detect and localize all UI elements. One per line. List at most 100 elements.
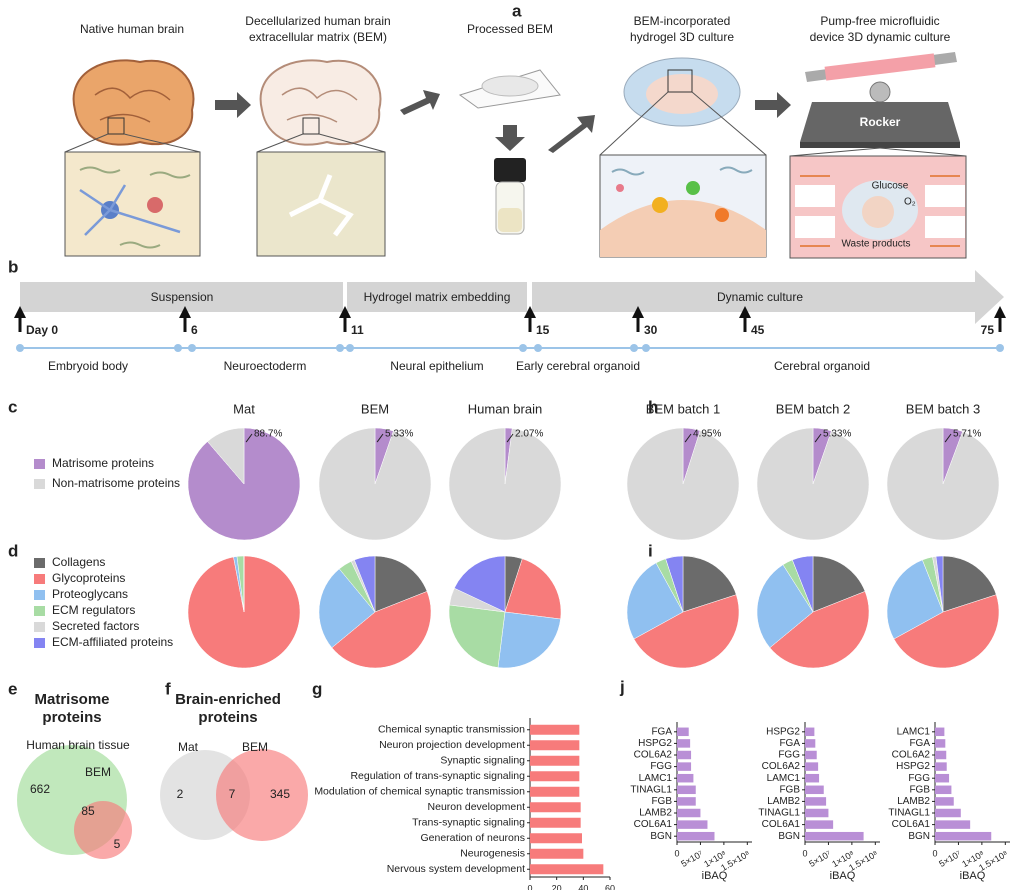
- category-label: FGA: [651, 726, 672, 737]
- bar: [935, 762, 947, 771]
- category-label: Regulation of trans-synaptic signaling: [350, 770, 525, 782]
- legend-swatch: [34, 622, 45, 632]
- bar: [805, 750, 817, 760]
- stage-label: Cerebral organoid: [774, 359, 870, 373]
- organoid: [862, 196, 894, 228]
- rocker-label: Rocker: [860, 115, 901, 129]
- category-label: Neurogenesis: [460, 848, 525, 860]
- pie-value-label: 5.33%: [823, 429, 851, 440]
- stage-label: Early cerebral organoid: [516, 359, 640, 373]
- brain-folds: [94, 87, 171, 123]
- arrow: [400, 90, 440, 115]
- bar: [677, 785, 696, 795]
- bar: [530, 864, 604, 875]
- day-arrow: [739, 306, 751, 332]
- pie-slice: [756, 427, 870, 541]
- category-label: FGB: [909, 784, 930, 795]
- timeline-dot: [174, 344, 182, 352]
- fibers: [79, 166, 191, 249]
- stage-label: Embryoid body: [48, 359, 128, 373]
- day-label: 75: [981, 323, 995, 337]
- bar: [805, 820, 834, 829]
- panel-label: c: [8, 397, 17, 416]
- legend-swatch: [34, 479, 45, 489]
- category-label: LAMC1: [639, 773, 673, 784]
- zoom-line: [64, 133, 109, 153]
- timeline-dot: [188, 344, 196, 352]
- category-label: Nervous system development: [387, 863, 525, 875]
- panel-b-art: [20, 270, 1004, 349]
- bar: [677, 797, 696, 806]
- pie-slice: [769, 591, 870, 669]
- day-label: 6: [191, 323, 198, 337]
- arrow: [548, 115, 595, 153]
- brain-illustration: [259, 59, 382, 146]
- day-arrow: [994, 306, 1006, 332]
- flow-arrows: [800, 175, 960, 247]
- pie-title: Mat: [233, 401, 255, 416]
- pie-slice: [453, 555, 506, 613]
- zoom-line: [789, 147, 881, 157]
- waste-label: Waste products: [841, 239, 910, 250]
- panel-label: a: [512, 1, 522, 20]
- protein: [686, 181, 700, 195]
- timeline-dot: [642, 344, 650, 352]
- day-label: 45: [751, 323, 765, 337]
- pie-slice: [682, 555, 737, 613]
- venn-set: [216, 749, 308, 841]
- x-tick-label: 0: [527, 883, 532, 890]
- venn-count: 85: [81, 804, 95, 818]
- step-title: hydrogel 3D culture: [630, 30, 734, 44]
- bar: [935, 750, 947, 760]
- protein: [616, 184, 624, 192]
- venn-title: proteins: [198, 709, 257, 726]
- day-label: 30: [644, 323, 658, 337]
- x-tick-label: 5×10⁷: [807, 849, 832, 869]
- step-title: Native human brain: [80, 22, 184, 36]
- bar: [935, 797, 954, 806]
- bar: [530, 802, 581, 813]
- channel-wall: [795, 185, 835, 207]
- label-pointer: [814, 433, 822, 443]
- pie-slice: [812, 555, 866, 613]
- bar: [805, 727, 815, 737]
- vial-cap: [494, 158, 526, 182]
- venn-set: [74, 801, 132, 859]
- pie-slice: [318, 568, 376, 649]
- day-arrow: [632, 306, 644, 332]
- bar: [530, 771, 580, 782]
- pie-title: BEM: [361, 401, 389, 416]
- fibers: [611, 166, 753, 176]
- phase-label: Dynamic culture: [717, 290, 803, 304]
- legend-label: Collagens: [52, 555, 105, 569]
- category-label: Trans-synaptic signaling: [412, 817, 525, 829]
- legend-swatch: [34, 606, 45, 616]
- step-title: extracellular matrix (BEM): [249, 30, 387, 44]
- pie-slice: [633, 594, 740, 669]
- phase-bar: [347, 282, 527, 312]
- pie-value-label: 88.7%: [254, 429, 282, 440]
- category-label: HSPG2: [766, 726, 800, 737]
- legend-label: ECM regulators: [52, 603, 135, 617]
- stage-label: Neuroectoderm: [224, 359, 307, 373]
- category-label: COL6A2: [762, 761, 801, 772]
- chip: [824, 53, 936, 81]
- panel-label: g: [312, 679, 322, 698]
- x-axis-label: iBAQ: [830, 870, 856, 882]
- pie-slice: [942, 555, 997, 613]
- category-label: FGG: [650, 761, 672, 772]
- label-pointer: [506, 433, 514, 443]
- legend-label: Non-matrisome proteins: [52, 476, 180, 490]
- category-label: Chemical synaptic transmission: [378, 724, 525, 736]
- matrix-box: [256, 151, 386, 257]
- bar: [935, 739, 946, 748]
- category-label: COL6A1: [634, 819, 673, 830]
- pie-slice: [374, 555, 428, 613]
- rocker-foot: [800, 142, 960, 148]
- pivot: [869, 81, 891, 103]
- pie-title: BEM batch 3: [906, 401, 980, 416]
- panel-label: h: [648, 397, 658, 416]
- bar: [805, 831, 864, 841]
- bar: [805, 739, 816, 748]
- day-label: 15: [536, 323, 550, 337]
